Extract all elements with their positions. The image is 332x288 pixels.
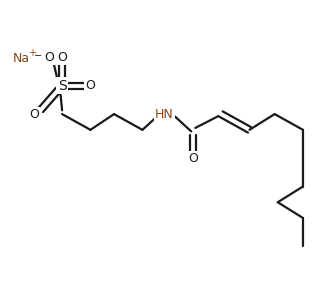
Text: S: S: [58, 79, 66, 93]
Text: Na: Na: [13, 52, 30, 65]
Text: O: O: [188, 152, 198, 165]
Text: +: +: [28, 48, 36, 58]
Text: −: −: [34, 51, 42, 61]
Text: O: O: [86, 79, 95, 92]
Text: O: O: [29, 108, 39, 121]
Text: O: O: [44, 51, 54, 64]
Text: HN: HN: [155, 108, 174, 121]
Text: O: O: [57, 51, 67, 64]
